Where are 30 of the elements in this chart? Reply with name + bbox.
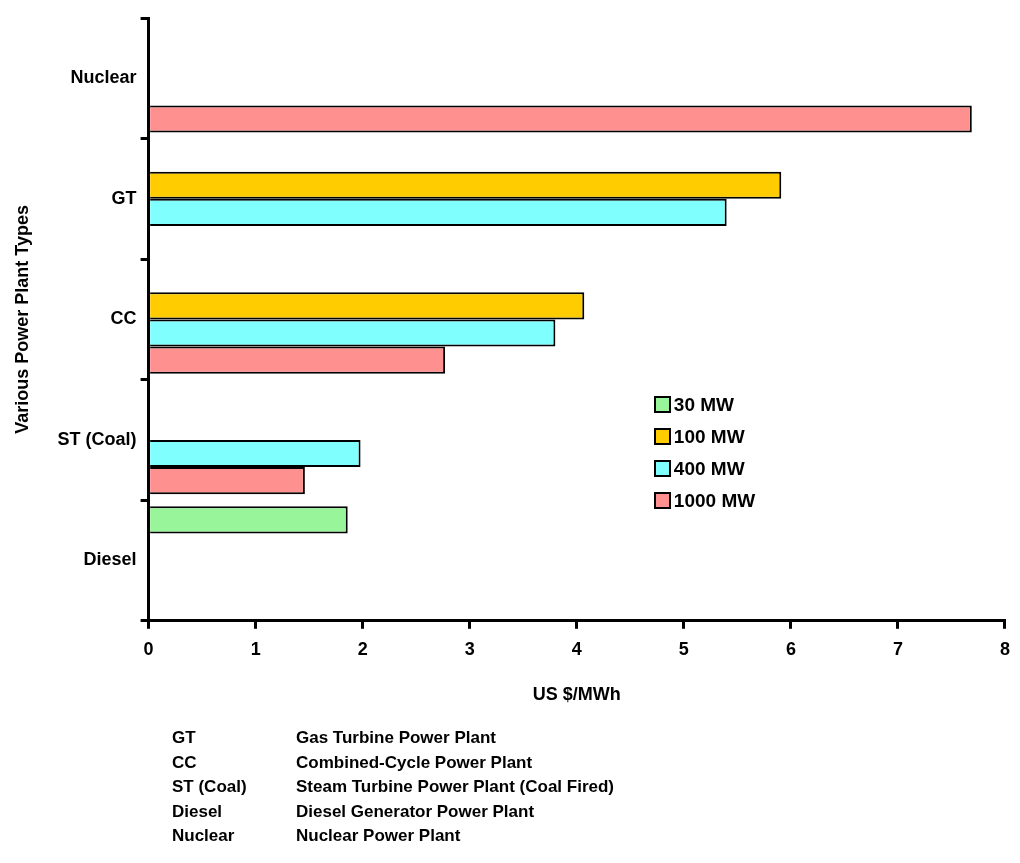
text: Steam Turbine Power Plant (Coal Fired) bbox=[296, 776, 615, 798]
x-tick-label: 2 bbox=[357, 638, 368, 659]
x-tick-label: 5 bbox=[678, 638, 689, 659]
y-tick-label: GT bbox=[111, 187, 137, 208]
x-tick-label: 6 bbox=[785, 638, 796, 659]
text: Combined-Cycle Power Plant bbox=[296, 751, 534, 774]
x-tick-label: 1 bbox=[250, 638, 261, 659]
y-tick-label: Diesel bbox=[83, 549, 137, 570]
y-tick-label: Nuclear bbox=[70, 67, 137, 88]
legend-label: 400 MW bbox=[673, 457, 745, 480]
x-tick-label: 3 bbox=[464, 638, 475, 659]
x-axis-title: US $/MWh bbox=[532, 684, 621, 705]
text: Diesel Generator Power Plant bbox=[296, 800, 536, 823]
x-tick-label: 4 bbox=[571, 638, 582, 659]
y-tick-label: ST (Coal) bbox=[57, 428, 137, 449]
y-tick-label: CC bbox=[110, 308, 137, 329]
text: Nuclear Power Plant bbox=[296, 825, 462, 847]
y-axis-title: Various Power Plant Types bbox=[11, 205, 32, 434]
text: Gas Turbine Power Plant bbox=[296, 727, 497, 749]
x-tick-label: 0 bbox=[143, 638, 154, 659]
legend-label: 30 MW bbox=[673, 393, 735, 416]
x-tick-label: 7 bbox=[892, 638, 903, 659]
legend-label: 1000 MW bbox=[673, 489, 756, 512]
text: Diesel bbox=[172, 800, 224, 823]
text: Nuclear bbox=[172, 825, 236, 847]
legend-label: 100 MW bbox=[673, 425, 745, 448]
text: ST (Coal) bbox=[172, 776, 248, 798]
text: GT bbox=[172, 727, 197, 749]
text: CC bbox=[172, 751, 198, 774]
x-tick-label: 8 bbox=[999, 638, 1010, 659]
